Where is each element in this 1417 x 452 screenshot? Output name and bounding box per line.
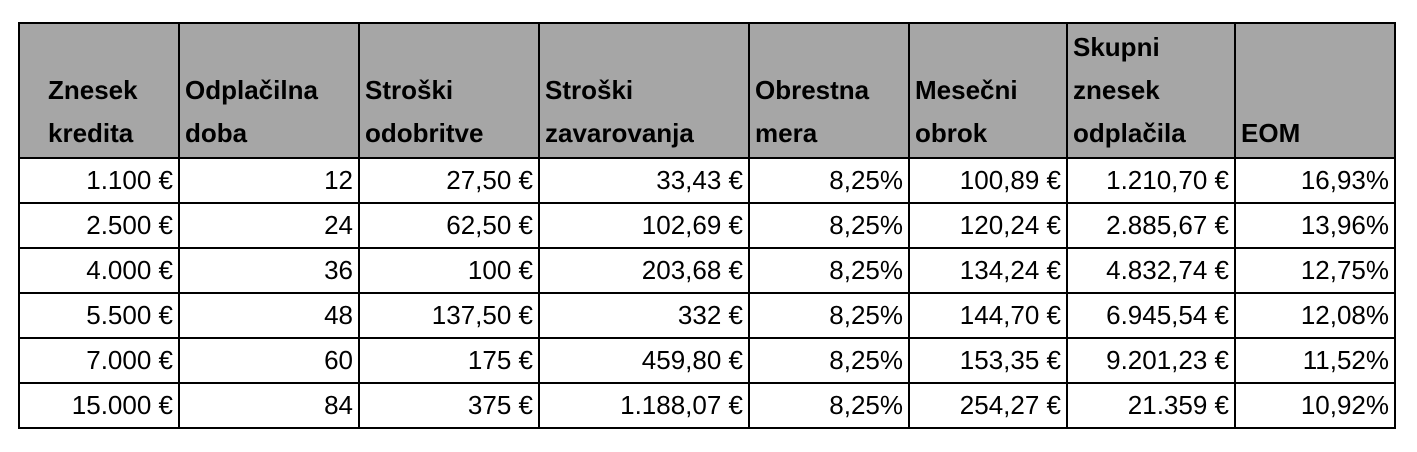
table-cell: 8,25% <box>748 247 910 294</box>
table-cell: 102,69 € <box>538 202 750 249</box>
table-cell: 8,25% <box>748 157 910 204</box>
table-cell: 10,92% <box>1234 382 1396 429</box>
header-cell: Odplačilna doba <box>178 22 360 159</box>
table-cell: 175 € <box>358 337 540 384</box>
table-cell: 33,43 € <box>538 157 750 204</box>
table-cell: 36 <box>178 247 360 294</box>
header-cell: EOM <box>1234 22 1396 159</box>
table-cell: 12,75% <box>1234 247 1396 294</box>
table-cell: 1.100 € <box>18 157 180 204</box>
table-cell: 137,50 € <box>358 292 540 339</box>
table-cell: 7.000 € <box>18 337 180 384</box>
table-cell: 459,80 € <box>538 337 750 384</box>
table-cell: 375 € <box>358 382 540 429</box>
table-cell: 5.500 € <box>18 292 180 339</box>
table-cell: 120,24 € <box>908 202 1068 249</box>
table-cell: 332 € <box>538 292 750 339</box>
table-cell: 8,25% <box>748 202 910 249</box>
table-body: 1.100 €12 27,50 €33,43 €8,25% 100,89 €1.21… <box>18 157 1396 429</box>
table-cell: 153,35 € <box>908 337 1068 384</box>
table-cell: 2.500 € <box>18 202 180 249</box>
table-cell: 8,25% <box>748 337 910 384</box>
table-cell: 15.000 € <box>18 382 180 429</box>
table-cell: 1.188,07 € <box>538 382 750 429</box>
table-row: 15.000 €84 375 €1.188,07 €8,25% 254,27 €21… <box>18 382 1396 429</box>
table-cell: 9.201,23 € <box>1066 337 1236 384</box>
table-cell: 254,27 € <box>908 382 1068 429</box>
table-row: 7.000 €60 175 €459,80 €8,25% 153,35 €9.201… <box>18 337 1396 384</box>
table-cell: 6.945,54 € <box>1066 292 1236 339</box>
table-cell: 48 <box>178 292 360 339</box>
table-cell: 144,70 € <box>908 292 1068 339</box>
table-cell: 2.885,67 € <box>1066 202 1236 249</box>
header-cell: Obrestna mera <box>748 22 910 159</box>
table-row: 4.000 €36 100 €203,68 €8,25% 134,24 €4.832… <box>18 247 1396 294</box>
table-cell: 16,93% <box>1234 157 1396 204</box>
table-cell: 100,89 € <box>908 157 1068 204</box>
header-cell: Stroški zavarovanja <box>538 22 750 159</box>
table-cell: 203,68 € <box>538 247 750 294</box>
table-cell: 13,96% <box>1234 202 1396 249</box>
table-cell: 8,25% <box>748 382 910 429</box>
table-cell: 4.000 € <box>18 247 180 294</box>
table-cell: 12,08% <box>1234 292 1396 339</box>
table-row: 2.500 €24 62,50 €102,69 €8,25% 120,24 €2.8… <box>18 202 1396 249</box>
table-cell: 24 <box>178 202 360 249</box>
header-cell: Stroški odobritve <box>358 22 540 159</box>
table-cell: 21.359 € <box>1066 382 1236 429</box>
table-cell: 1.210,70 € <box>1066 157 1236 204</box>
table-cell: 84 <box>178 382 360 429</box>
table-cell: 60 <box>178 337 360 384</box>
loan-table: Znesek kredita Odplačilna doba Stroški odo… <box>18 22 1396 429</box>
table-cell: 4.832,74 € <box>1066 247 1236 294</box>
table-cell: 100 € <box>358 247 540 294</box>
table-row: 5.500 €48 137,50 €332 €8,25% 144,70 €6.945… <box>18 292 1396 339</box>
table-cell: 62,50 € <box>358 202 540 249</box>
table-cell: 12 <box>178 157 360 204</box>
header-cell: Mesečni obrok <box>908 22 1068 159</box>
header-cell: Znesek kredita <box>18 22 180 159</box>
header-row: Znesek kredita Odplačilna doba Stroški odo… <box>18 22 1396 159</box>
table-cell: 11,52% <box>1234 337 1396 384</box>
table-cell: 134,24 € <box>908 247 1068 294</box>
header-cell: Skupni znesek odplačila <box>1066 22 1236 159</box>
table-row: 1.100 €12 27,50 €33,43 €8,25% 100,89 €1.21… <box>18 157 1396 204</box>
table-cell: 27,50 € <box>358 157 540 204</box>
table-cell: 8,25% <box>748 292 910 339</box>
